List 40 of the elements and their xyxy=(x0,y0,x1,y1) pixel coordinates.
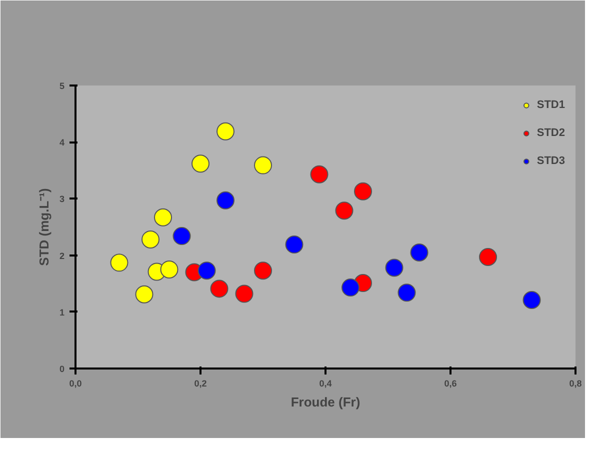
point xyxy=(354,182,372,200)
point xyxy=(285,236,304,254)
point xyxy=(135,285,154,304)
point xyxy=(216,122,234,140)
y-tick-label: 2 xyxy=(59,250,65,261)
point xyxy=(385,258,404,277)
point xyxy=(210,280,228,298)
point xyxy=(198,262,216,280)
point xyxy=(254,156,272,174)
x-tick-label: 0,0 xyxy=(69,378,82,388)
legend-label: STD2 xyxy=(536,127,565,139)
x-tick-label: 0,6 xyxy=(444,378,457,388)
point xyxy=(410,243,428,262)
point xyxy=(310,165,328,184)
point xyxy=(254,262,272,280)
x-tick-label: 0,8 xyxy=(569,378,582,388)
point xyxy=(398,284,416,302)
legend-label: STD1 xyxy=(536,99,565,111)
x-axis-title: Froude (Fr) xyxy=(290,394,360,410)
point xyxy=(192,154,210,173)
point xyxy=(160,260,178,278)
point xyxy=(142,230,160,248)
point xyxy=(216,191,234,210)
y-tick-label: 1 xyxy=(59,307,65,318)
point xyxy=(522,291,541,309)
point xyxy=(110,254,128,272)
point xyxy=(342,278,360,297)
y-axis-title: STD (mg.L⁻¹) xyxy=(36,188,52,266)
y-tick-label: 5 xyxy=(59,81,65,91)
point xyxy=(235,284,254,303)
x-tick-label: 0,2 xyxy=(194,378,207,388)
y-tick-label: 0 xyxy=(59,364,65,374)
point xyxy=(154,208,172,226)
legend-label: STD3 xyxy=(536,155,565,167)
y-tick-label: 4 xyxy=(59,138,65,148)
point xyxy=(479,248,497,266)
point xyxy=(172,227,191,246)
y-tick-label: 3 xyxy=(59,194,65,204)
x-tick-label: 0,4 xyxy=(319,378,332,388)
point xyxy=(335,202,354,220)
